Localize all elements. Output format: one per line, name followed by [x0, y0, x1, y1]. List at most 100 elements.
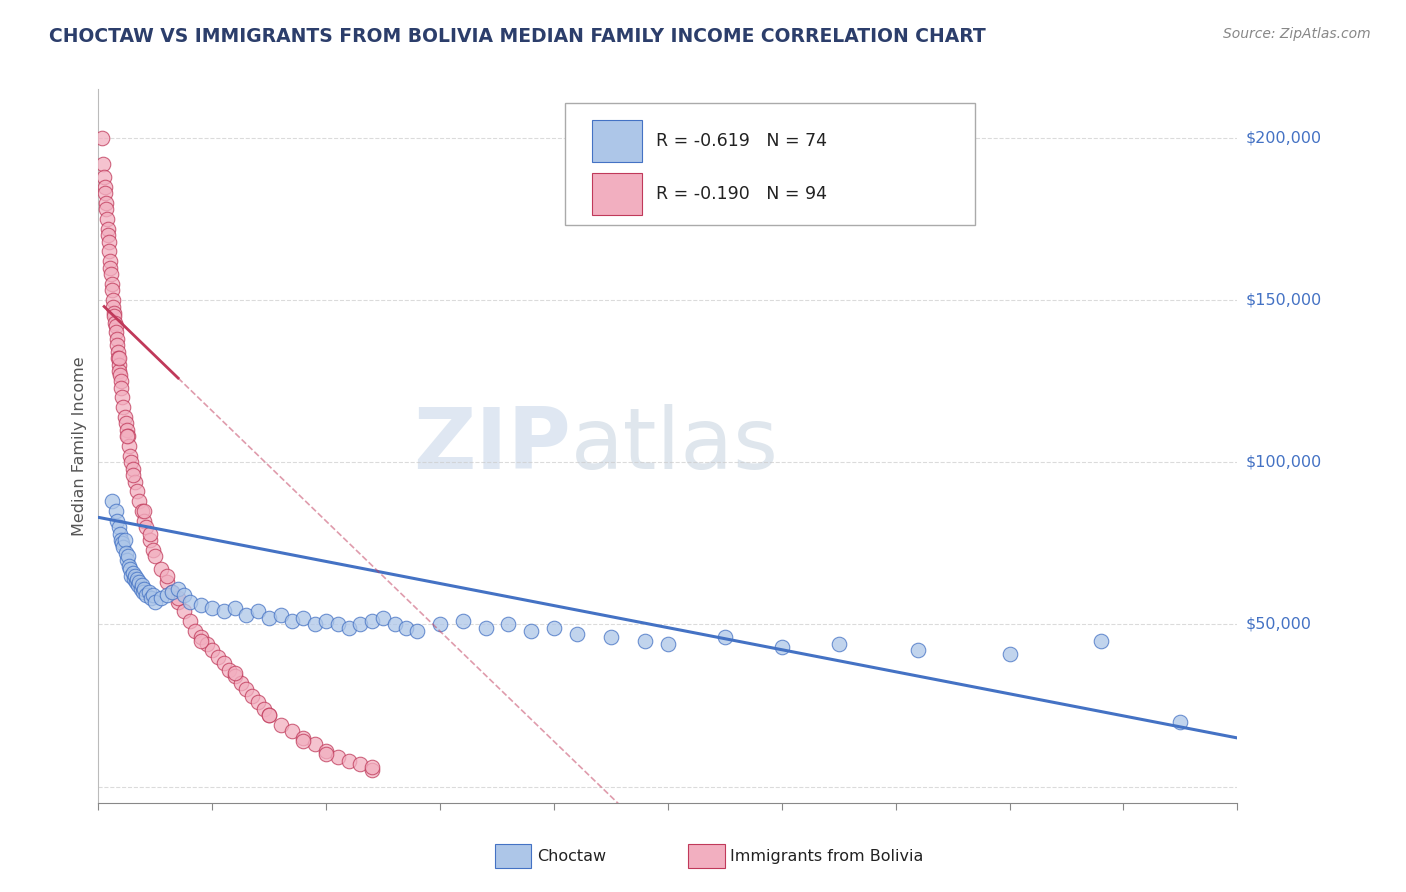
FancyBboxPatch shape: [565, 103, 976, 225]
Point: [120, 455, 142, 469]
Point: [115, 423, 138, 437]
Point: [565, 627, 588, 641]
Text: ZIP: ZIP: [413, 404, 571, 488]
Point: [212, 604, 235, 618]
Point: [451, 614, 474, 628]
Point: [201, 643, 224, 657]
Point: [429, 617, 451, 632]
Point: [142, 542, 165, 557]
Point: [118, 559, 141, 574]
Point: [98, 254, 121, 268]
FancyBboxPatch shape: [592, 173, 641, 215]
Point: [132, 504, 155, 518]
Point: [173, 604, 195, 618]
Point: [107, 351, 129, 366]
Point: [173, 588, 195, 602]
Point: [156, 575, 179, 590]
Point: [118, 439, 141, 453]
Point: [105, 326, 128, 340]
Point: [129, 582, 152, 596]
Point: [270, 607, 292, 622]
Point: [828, 637, 851, 651]
Point: [235, 682, 257, 697]
Point: [101, 283, 124, 297]
Point: [270, 718, 292, 732]
Point: [406, 624, 429, 638]
Point: [190, 631, 212, 645]
Point: [128, 575, 150, 590]
Point: [252, 702, 274, 716]
Point: [349, 756, 371, 771]
Point: [124, 475, 146, 489]
Point: [349, 617, 371, 632]
Point: [103, 310, 125, 324]
Text: $200,000: $200,000: [1246, 130, 1322, 145]
Point: [218, 663, 240, 677]
Point: [156, 568, 179, 582]
Text: Immigrants from Bolivia: Immigrants from Bolivia: [731, 849, 924, 863]
Point: [105, 514, 128, 528]
Point: [224, 601, 246, 615]
Point: [131, 578, 153, 592]
Point: [337, 754, 360, 768]
Point: [907, 643, 929, 657]
Point: [138, 533, 160, 547]
Point: [91, 157, 114, 171]
Point: [121, 468, 143, 483]
Point: [97, 235, 120, 249]
Point: [127, 578, 149, 592]
Point: [235, 607, 257, 622]
Point: [162, 585, 184, 599]
Point: [120, 568, 142, 582]
Point: [117, 549, 139, 564]
Point: [93, 179, 115, 194]
Text: Source: ZipAtlas.com: Source: ZipAtlas.com: [1223, 27, 1371, 41]
FancyBboxPatch shape: [495, 844, 531, 869]
Point: [110, 374, 132, 388]
Y-axis label: Median Family Income: Median Family Income: [72, 356, 87, 536]
Point: [246, 695, 269, 709]
Point: [96, 211, 118, 226]
Point: [108, 364, 131, 378]
Point: [128, 494, 150, 508]
Point: [131, 504, 153, 518]
Point: [104, 316, 127, 330]
Point: [139, 591, 162, 606]
Point: [150, 562, 173, 576]
Point: [97, 228, 120, 243]
Point: [103, 300, 125, 314]
Point: [96, 221, 118, 235]
Point: [162, 585, 184, 599]
Point: [259, 708, 281, 723]
Point: [112, 400, 135, 414]
Point: [135, 588, 157, 602]
Point: [371, 611, 394, 625]
Point: [304, 738, 326, 752]
Point: [96, 202, 118, 217]
Point: [360, 764, 382, 778]
Point: [292, 611, 315, 625]
Point: [108, 526, 131, 541]
Point: [770, 640, 793, 654]
Point: [108, 368, 131, 382]
Point: [114, 546, 136, 560]
Point: [167, 591, 190, 606]
Point: [634, 633, 657, 648]
Point: [360, 760, 382, 774]
Point: [125, 575, 148, 590]
Point: [115, 429, 138, 443]
Point: [110, 381, 132, 395]
Text: R = -0.190   N = 94: R = -0.190 N = 94: [657, 186, 828, 203]
Point: [145, 595, 167, 609]
Point: [132, 514, 155, 528]
Point: [292, 734, 315, 748]
Point: [101, 494, 124, 508]
Point: [98, 244, 121, 259]
Point: [107, 345, 129, 359]
Point: [207, 649, 229, 664]
Point: [384, 617, 406, 632]
Text: CHOCTAW VS IMMIGRANTS FROM BOLIVIA MEDIAN FAMILY INCOME CORRELATION CHART: CHOCTAW VS IMMIGRANTS FROM BOLIVIA MEDIA…: [49, 27, 986, 45]
Point: [132, 585, 155, 599]
Point: [108, 520, 131, 534]
Point: [600, 631, 623, 645]
